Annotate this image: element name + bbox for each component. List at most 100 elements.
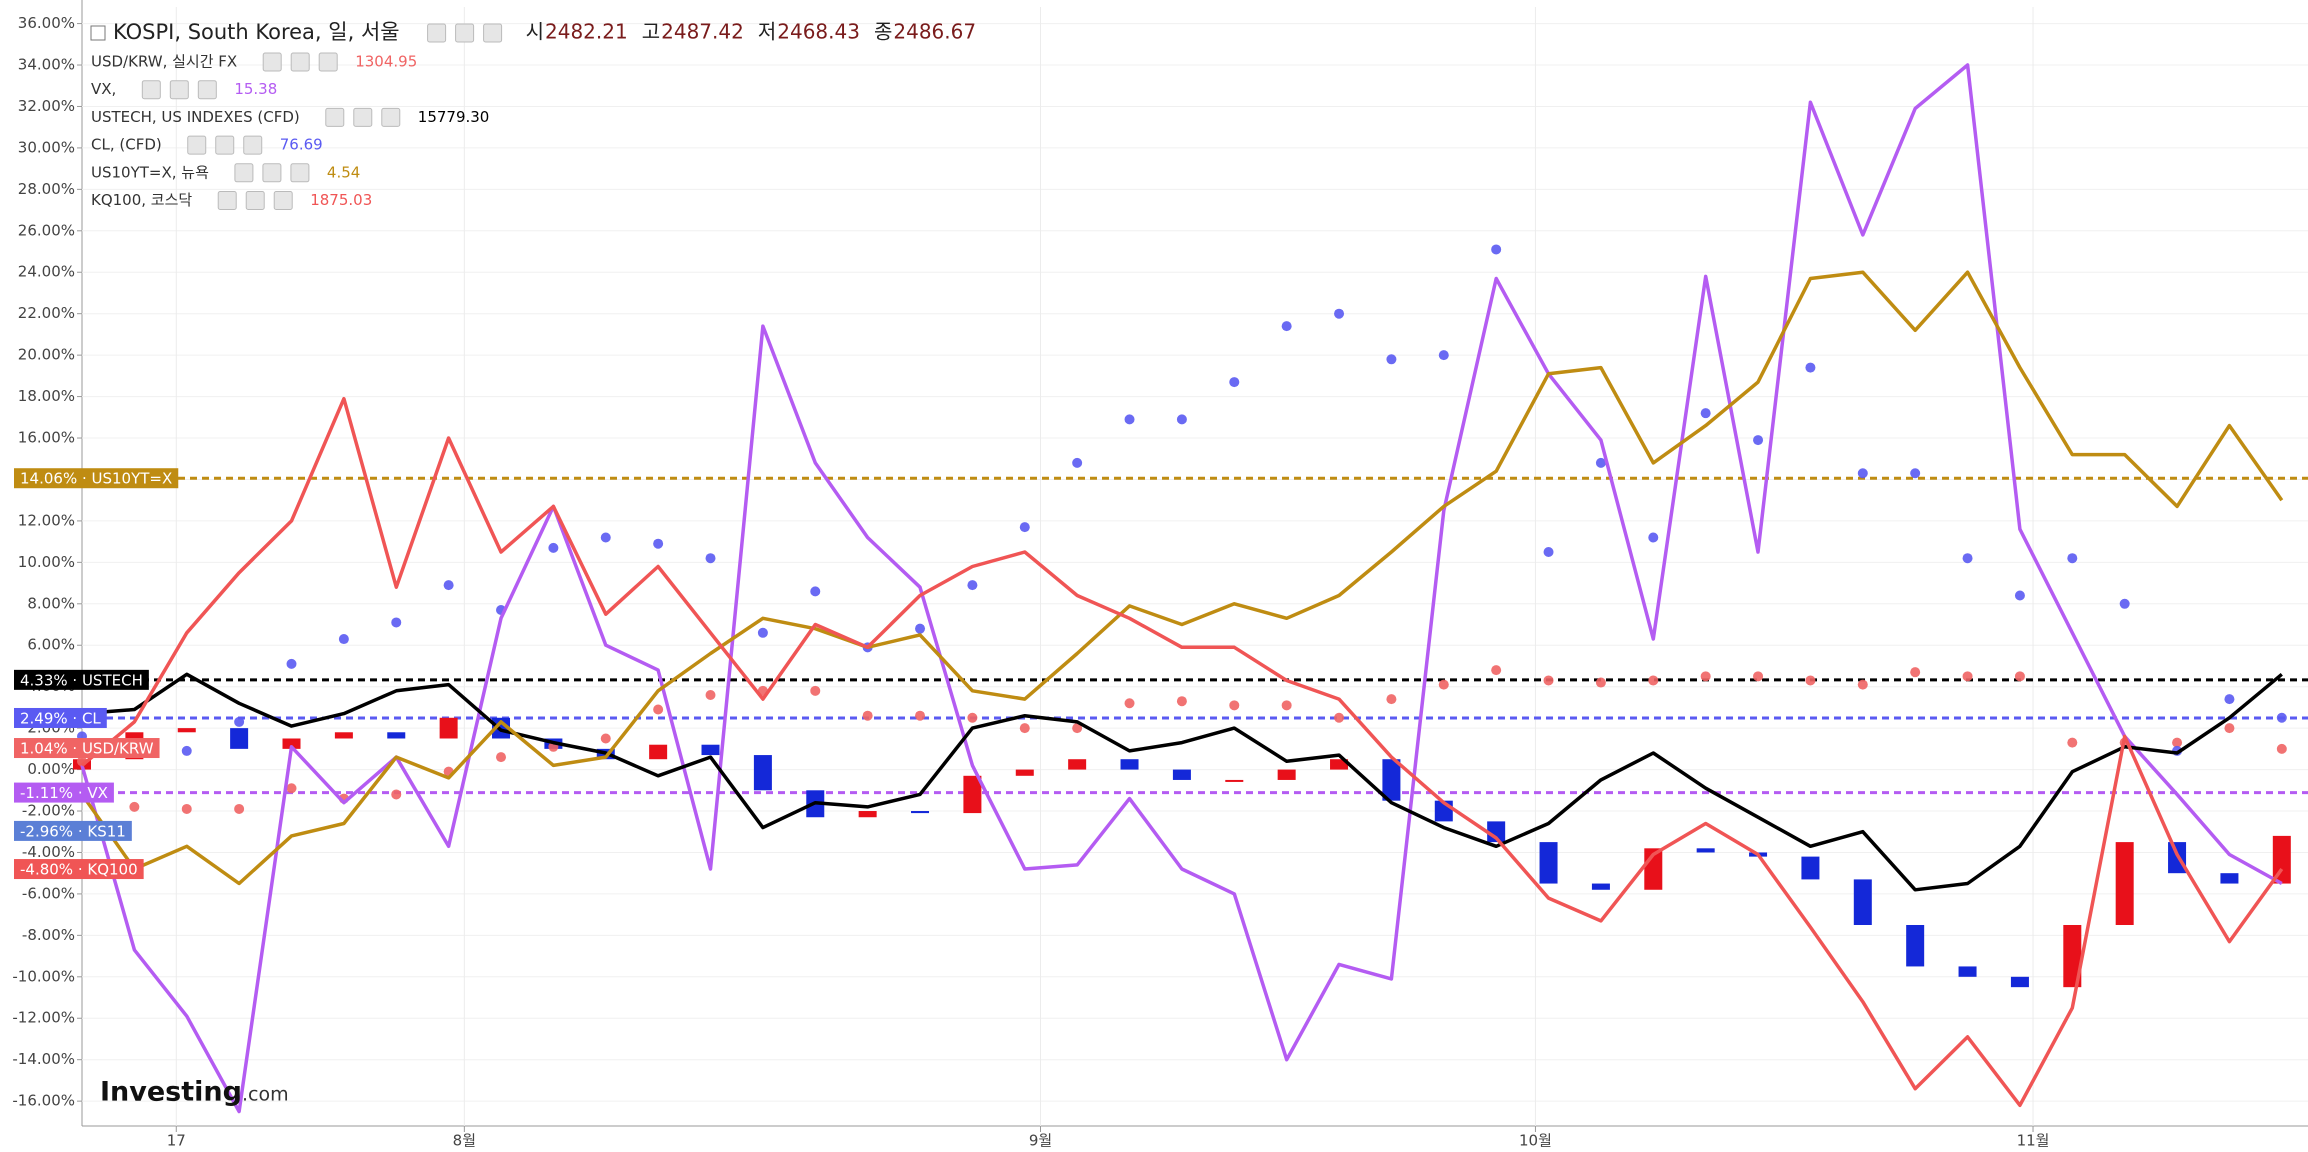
badge-bg [14,468,179,489]
legend-icon [290,163,310,183]
ohlc-label: 고 [642,20,660,44]
dot [496,752,507,763]
legend-icon [427,23,447,43]
dot [1491,665,1502,676]
candle [2272,835,2291,884]
badge: -2.96% · KS11 [14,820,132,841]
candle [1906,924,1925,967]
legend-icon [325,107,345,127]
dot [1019,723,1030,734]
y-tick-label: 8.00% [27,594,75,612]
badge: 1.04% · USD/KRW [14,738,160,759]
candle [282,738,301,749]
dot [653,704,664,715]
dot [391,617,402,628]
legend-value: 1304.95 [355,53,417,71]
x-tick-label: 10월 [1519,1132,1552,1150]
legend-icon [197,80,217,100]
dot [443,580,454,591]
dot [1753,435,1764,446]
y-tick-label: 26.00% [18,221,75,239]
candle [1801,856,1820,880]
candle [1539,842,1558,884]
badge: -4.80% · KQ100 [14,859,144,880]
badge: 4.33% · USTECH [14,669,149,690]
dot [915,623,926,634]
y-tick-label: 34.00% [18,56,75,74]
ohlc-value: 2482.21 [545,20,628,44]
dot [862,710,873,721]
collapse-icon [90,25,106,41]
dot [1438,350,1449,361]
ohlc-value: 2487.42 [661,20,744,44]
legend-icon [217,191,237,210]
dot [1805,362,1816,373]
y-tick-label: -6.00% [22,884,75,902]
legend-value: 15.38 [234,80,277,98]
watermark: .com [242,1084,289,1106]
legend-icon [262,163,282,183]
legend-name: KQ100, 코스닥 [91,191,192,209]
dot [548,542,559,553]
candle [1382,759,1401,801]
dot [1386,694,1397,705]
dot [1334,712,1345,723]
badge-label: 1.04% · USD/KRW [20,740,154,758]
dot [2067,737,2078,748]
dot [1019,522,1030,533]
line [81,672,2283,892]
y-tick-label: 10.00% [18,553,75,571]
legend-value: 1875.03 [310,191,372,209]
y-tick-label: 28.00% [18,180,75,198]
dot [600,733,611,744]
candle [2063,924,2082,988]
legend-icon [243,135,263,155]
y-tick-label: -8.00% [22,926,75,944]
dot [757,627,768,638]
dot [1700,671,1711,682]
dot [1124,698,1135,709]
candle [911,811,930,814]
candle [753,755,772,791]
x-tick-label: 9월 [1029,1132,1052,1150]
x-tick-label: 11월 [2017,1132,2050,1150]
badge-bg [14,738,160,759]
dot [1753,671,1764,682]
badge-bg [14,669,149,690]
x-tick-label: 8월 [453,1132,476,1150]
line [80,270,2284,886]
dot [1176,696,1187,707]
dot [286,783,297,794]
candle [2115,842,2134,925]
legend-icon [381,107,401,127]
legend-name: USTECH, US INDEXES (CFD) [91,108,300,126]
ohlc-value: 2468.43 [777,20,860,44]
dot [2014,671,2025,682]
dot [1438,679,1449,690]
dot [705,689,716,700]
y-tick-label: 16.00% [18,429,75,447]
badge-bg [14,707,107,728]
line [80,63,2283,1114]
candle [1068,759,1087,770]
legend-icon [234,163,254,183]
badge-label: -2.96% · KS11 [20,822,126,840]
dot [967,712,978,723]
candle [334,732,353,739]
dot [1910,667,1921,678]
legend-icon [169,80,189,100]
y-tick-label: -14.00% [12,1050,75,1068]
y-tick-label: 20.00% [18,346,75,364]
legend-icon [455,23,475,43]
dot [1124,414,1135,425]
candle [858,811,877,818]
dot [2276,743,2287,754]
candle [1172,769,1191,780]
dot [810,586,821,597]
dot [1543,546,1554,557]
candle [2010,976,2029,988]
legend-name: US10YT=X, 뉴욕 [91,163,209,181]
legend-value: 15779.30 [418,108,490,126]
